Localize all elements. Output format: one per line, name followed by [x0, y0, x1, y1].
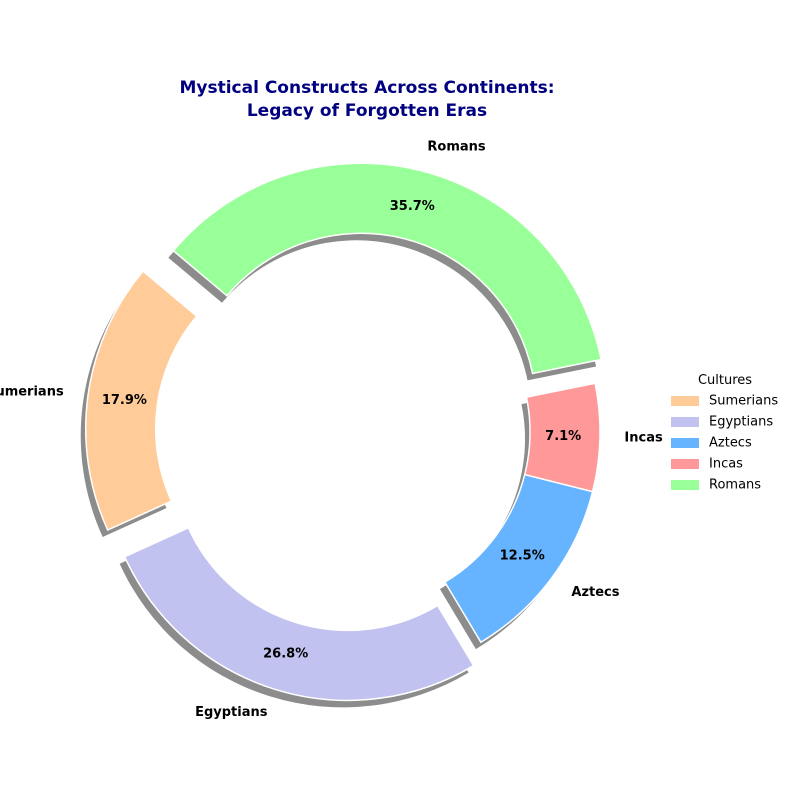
percent-label-egyptians: 26.8% [263, 647, 308, 662]
slices [85, 162, 603, 702]
legend-label-incas: Incas [709, 457, 743, 472]
legend-title: Cultures [698, 373, 752, 388]
legend-swatch-sumerians [671, 396, 699, 406]
legend: Cultures Sumerians Egyptians Aztecs Incas Ro… [671, 373, 778, 493]
slice-labels: 17.9% Sumerians 26.8% Egyptians 12.5% Aztecs 7… [0, 140, 663, 721]
legend-swatch-romans [671, 480, 699, 490]
category-label-romans: Romans [427, 140, 486, 155]
legend-label-romans: Romans [709, 478, 761, 493]
legend-swatch-aztecs [671, 438, 699, 448]
legend-label-aztecs: Aztecs [709, 436, 752, 451]
percent-label-sumerians: 17.9% [102, 393, 147, 408]
category-label-egyptians: Egyptians [195, 705, 268, 720]
slice-egyptians [123, 526, 475, 702]
category-label-sumerians: Sumerians [0, 385, 64, 400]
slice-incas [523, 382, 601, 493]
percent-label-romans: 35.7% [390, 199, 435, 214]
slice-romans [172, 162, 603, 375]
category-label-aztecs: Aztecs [571, 585, 619, 600]
legend-label-sumerians: Sumerians [709, 394, 778, 409]
chart-title-line-1: Mystical Constructs Across Continents: [179, 78, 554, 98]
percent-label-aztecs: 12.5% [500, 549, 545, 564]
percent-label-incas: 7.1% [545, 429, 581, 444]
legend-swatch-egyptians [671, 417, 699, 427]
chart-title-line-2: Legacy of Forgotten Eras [247, 101, 487, 121]
legend-label-egyptians: Egyptians [709, 415, 773, 430]
category-label-incas: Incas [624, 431, 663, 446]
slice-sumerians [85, 270, 198, 532]
legend-swatch-incas [671, 459, 699, 469]
